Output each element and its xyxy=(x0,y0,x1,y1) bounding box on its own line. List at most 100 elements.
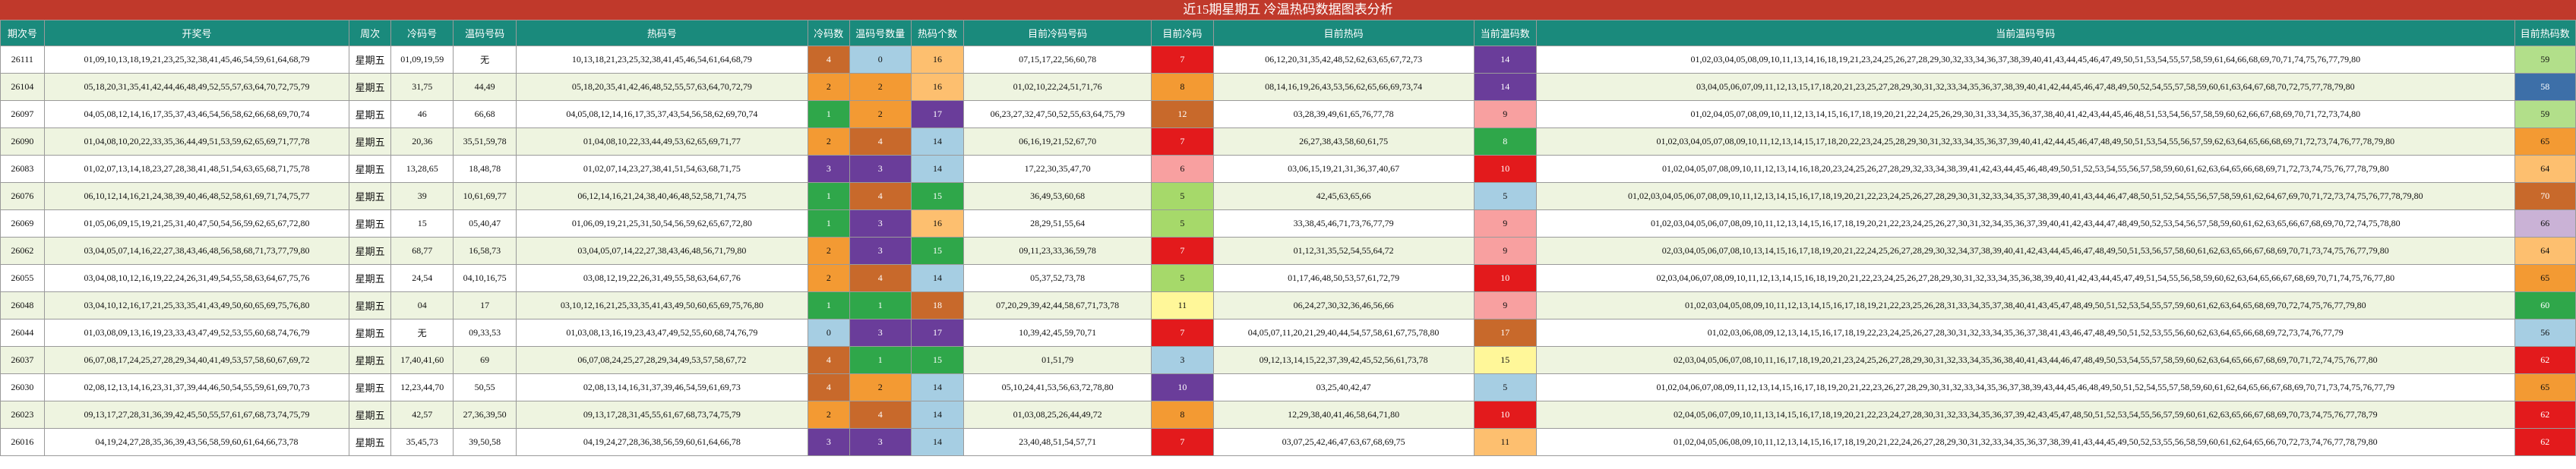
current-cold-numbers-cell: 17,22,30,35,47,70 xyxy=(962,155,1152,183)
warm-numbers-cell: 17 xyxy=(453,291,517,319)
table-row: 26090 01,04,08,10,20,22,33,35,36,44,49,51… xyxy=(0,127,2576,156)
current-hot-count-cell: 60 xyxy=(2514,291,2576,319)
hot-numbers-cell: 02,08,13,14,16,31,37,39,46,54,59,61,69,7… xyxy=(515,373,809,401)
cold-numbers-cell: 68,77 xyxy=(390,237,454,265)
current-cold-numbers-cell: 09,11,23,33,36,59,78 xyxy=(962,237,1152,265)
cold-numbers-cell: 无 xyxy=(390,319,454,347)
cold-numbers-cell: 39 xyxy=(390,182,454,210)
cold-count-cell: 0 xyxy=(808,319,850,347)
hot-count-cell: 15 xyxy=(910,182,964,210)
hot-count-cell: 14 xyxy=(910,127,964,156)
week-cell: 星期五 xyxy=(349,401,391,429)
table-row: 26083 01,02,07,13,14,18,23,27,28,38,41,48… xyxy=(0,155,2576,183)
current-cold-count-cell: 8 xyxy=(1151,73,1214,101)
current-cold-count-cell: 5 xyxy=(1151,264,1214,292)
current-cold-numbers-cell: 05,37,52,73,78 xyxy=(962,264,1152,292)
cold-count-cell: 4 xyxy=(808,373,850,401)
hot-numbers-cell: 06,07,08,24,25,27,28,29,34,49,53,57,58,6… xyxy=(515,346,809,374)
current-cold-numbers-cell: 28,29,51,55,64 xyxy=(962,209,1152,238)
warm-count-cell: 3 xyxy=(849,319,912,347)
cold-numbers-cell: 46 xyxy=(390,100,454,128)
week-cell: 星期五 xyxy=(349,73,391,101)
current-warm-numbers-cell: 01,02,04,06,07,08,09,11,12,13,14,15,16,1… xyxy=(1536,373,2515,401)
current-warm-numbers-cell: 01,02,04,05,07,08,09,10,11,12,13,14,15,1… xyxy=(1536,100,2515,128)
draw-numbers-cell: 01,03,08,09,13,16,19,23,33,43,47,49,52,5… xyxy=(43,319,350,347)
hot-count-cell: 18 xyxy=(910,291,964,319)
warm-numbers-cell: 39,50,58 xyxy=(453,428,517,456)
current-hot-count-cell: 62 xyxy=(2514,428,2576,456)
draw-numbers-cell: 03,04,08,10,12,16,19,22,24,26,31,49,54,5… xyxy=(43,264,350,292)
current-warm-count-cell: 9 xyxy=(1473,291,1538,319)
warm-count-cell: 3 xyxy=(849,209,912,238)
hot-numbers-cell: 01,03,08,13,16,19,23,43,47,49,52,55,60,6… xyxy=(515,319,809,347)
table-row: 26097 04,05,08,12,14,16,17,35,37,43,46,54… xyxy=(0,100,2576,128)
current-hot-numbers-cell: 04,05,07,11,20,21,29,40,44,54,57,58,61,6… xyxy=(1212,319,1474,347)
current-warm-numbers-cell: 01,02,04,05,06,08,09,10,11,12,13,14,15,1… xyxy=(1536,428,2515,456)
warm-count-cell: 2 xyxy=(849,73,912,101)
hot-numbers-cell: 09,13,17,28,31,45,55,61,67,68,73,74,75,7… xyxy=(515,401,809,429)
current-cold-count-cell: 12 xyxy=(1151,100,1214,128)
current-cold-count-cell: 7 xyxy=(1151,319,1214,347)
table-row: 26104 05,18,20,31,35,41,42,44,46,48,49,52… xyxy=(0,73,2576,101)
hot-count-cell: 14 xyxy=(910,155,964,183)
warm-numbers-cell: 05,40,47 xyxy=(453,209,517,238)
cold-count-cell: 2 xyxy=(808,73,850,101)
warm-count-cell: 2 xyxy=(849,373,912,401)
current-hot-numbers-cell: 33,38,45,46,71,73,76,77,79 xyxy=(1212,209,1474,238)
week-cell: 星期五 xyxy=(349,127,391,156)
warm-count-cell: 3 xyxy=(849,428,912,456)
current-hot-numbers-cell: 01,17,46,48,50,53,57,61,72,79 xyxy=(1212,264,1474,292)
hot-count-cell: 17 xyxy=(910,319,964,347)
col-header-week: 周次 xyxy=(349,20,391,46)
draw-numbers-cell: 03,04,10,12,16,17,21,25,33,35,41,43,49,5… xyxy=(43,291,350,319)
draw-numbers-cell: 06,10,12,14,16,21,24,38,39,40,46,48,52,5… xyxy=(43,182,350,210)
warm-numbers-cell: 66,68 xyxy=(453,100,517,128)
table-row: 26044 01,03,08,09,13,16,19,23,33,43,47,49… xyxy=(0,319,2576,347)
hot-count-cell: 15 xyxy=(910,237,964,265)
current-hot-numbers-cell: 03,28,39,49,61,65,76,77,78 xyxy=(1212,100,1474,128)
hot-numbers-cell: 01,04,08,10,22,33,44,49,53,62,65,69,71,7… xyxy=(515,127,809,156)
warm-numbers-cell: 44,49 xyxy=(453,73,517,101)
current-hot-count-cell: 58 xyxy=(2514,73,2576,101)
cold-count-cell: 2 xyxy=(808,127,850,156)
current-cold-count-cell: 7 xyxy=(1151,428,1214,456)
cold-count-cell: 1 xyxy=(808,100,850,128)
warm-numbers-cell: 69 xyxy=(453,346,517,374)
hot-count-cell: 14 xyxy=(910,428,964,456)
current-cold-numbers-cell: 07,20,29,39,42,44,58,67,71,73,78 xyxy=(962,291,1152,319)
current-cold-count-cell: 7 xyxy=(1151,127,1214,156)
analysis-table: 期次号 开奖号 周次 冷码号 温码号码 热码号 冷码数 温码号数量 热码个数 目… xyxy=(0,20,2576,456)
current-cold-count-cell: 11 xyxy=(1151,291,1214,319)
current-warm-numbers-cell: 01,02,04,05,07,08,09,10,11,12,13,14,16,1… xyxy=(1536,155,2515,183)
col-header-current-cold: 目前冷码号码 xyxy=(962,20,1152,46)
col-header-current-hot-count: 目前热码数 xyxy=(2514,20,2576,46)
current-cold-count-cell: 5 xyxy=(1151,182,1214,210)
week-cell: 星期五 xyxy=(349,373,391,401)
cold-count-cell: 2 xyxy=(808,237,850,265)
warm-count-cell: 3 xyxy=(849,237,912,265)
draw-numbers-cell: 09,13,17,27,28,31,36,39,42,45,50,55,57,6… xyxy=(43,401,350,429)
current-cold-count-cell: 3 xyxy=(1151,346,1214,374)
warm-count-cell: 4 xyxy=(849,264,912,292)
current-cold-count-cell: 8 xyxy=(1151,401,1214,429)
issue-cell: 26062 xyxy=(0,237,45,265)
week-cell: 星期五 xyxy=(349,291,391,319)
current-cold-numbers-cell: 06,16,19,21,52,67,70 xyxy=(962,127,1152,156)
cold-count-cell: 2 xyxy=(808,401,850,429)
hot-numbers-cell: 04,05,08,12,14,16,17,35,37,43,54,56,58,6… xyxy=(515,100,809,128)
current-warm-count-cell: 9 xyxy=(1473,237,1538,265)
hot-numbers-cell: 01,06,09,19,21,25,31,50,54,56,59,62,65,6… xyxy=(515,209,809,238)
week-cell: 星期五 xyxy=(349,319,391,347)
warm-numbers-cell: 04,10,16,75 xyxy=(453,264,517,292)
warm-numbers-cell: 35,51,59,78 xyxy=(453,127,517,156)
current-cold-count-cell: 7 xyxy=(1151,237,1214,265)
current-hot-count-cell: 65 xyxy=(2514,373,2576,401)
current-hot-count-cell: 56 xyxy=(2514,319,2576,347)
current-cold-numbers-cell: 01,51,79 xyxy=(962,346,1152,374)
warm-numbers-cell: 09,33,53 xyxy=(453,319,517,347)
hot-count-cell: 17 xyxy=(910,100,964,128)
table-row: 26069 01,05,06,09,15,19,21,25,31,40,47,50… xyxy=(0,209,2576,238)
warm-count-cell: 4 xyxy=(849,401,912,429)
issue-cell: 26037 xyxy=(0,346,45,374)
cold-count-cell: 3 xyxy=(808,428,850,456)
